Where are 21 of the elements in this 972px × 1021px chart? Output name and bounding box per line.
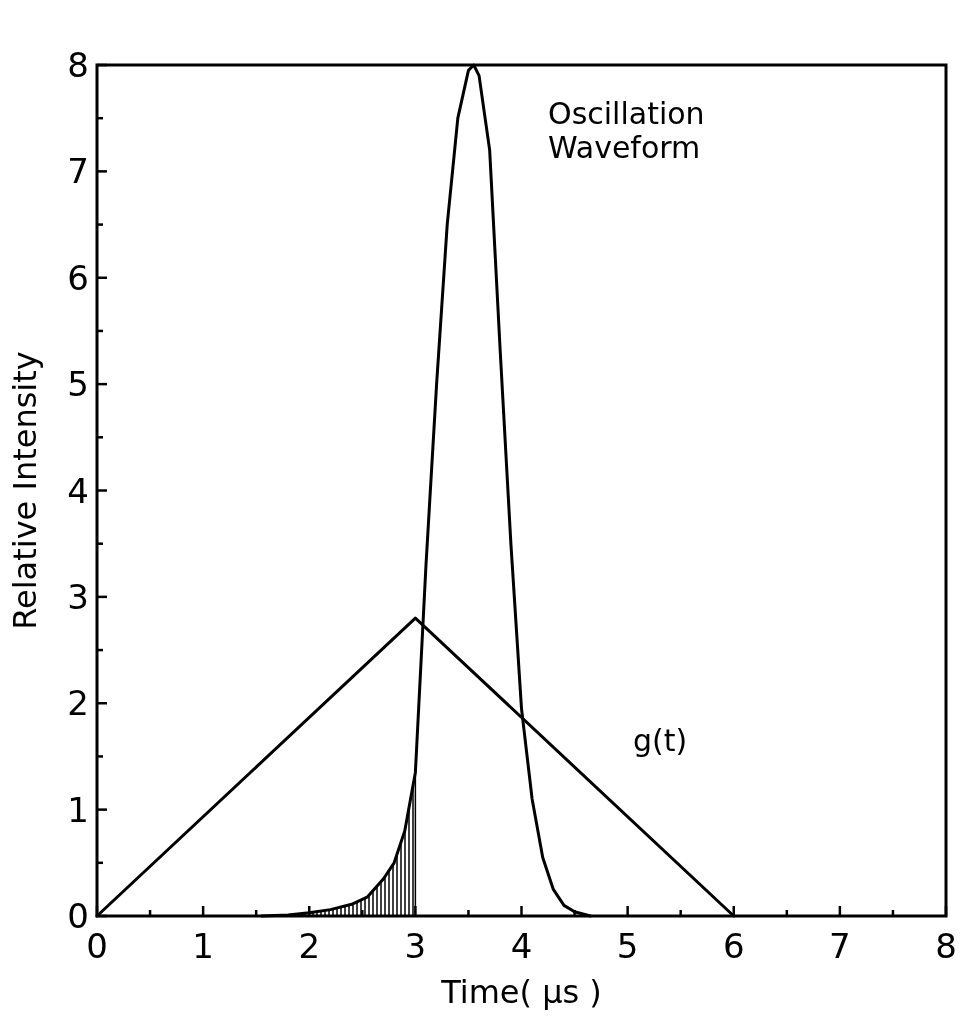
y-tick-label: 7: [67, 151, 89, 192]
series-label: g(t): [632, 723, 688, 759]
y-tick-label: 6: [67, 257, 89, 298]
y-tick-label: 5: [67, 364, 89, 405]
x-tick-label: 4: [510, 926, 533, 966]
y-tick-label: 4: [67, 470, 89, 511]
y-tick-label: 1: [67, 789, 89, 830]
x-axis-title: Time( μs ): [440, 973, 602, 1011]
x-tick-label: 5: [616, 926, 639, 966]
x-tick-label: 7: [829, 926, 851, 966]
y-tick-label: 0: [67, 896, 89, 936]
y-axis-title: Relative Intensity: [6, 351, 44, 630]
x-tick-label: 6: [722, 926, 745, 966]
y-tick-label: 8: [67, 45, 89, 85]
series-label: Oscillation Waveform: [548, 95, 705, 165]
x-tick-label: 2: [298, 926, 321, 966]
x-tick-label: 8: [935, 926, 957, 966]
x-tick-label: 1: [192, 926, 214, 966]
y-tick-label: 2: [67, 683, 89, 724]
y-tick-label: 3: [67, 576, 89, 617]
x-tick-label: 3: [404, 926, 427, 966]
